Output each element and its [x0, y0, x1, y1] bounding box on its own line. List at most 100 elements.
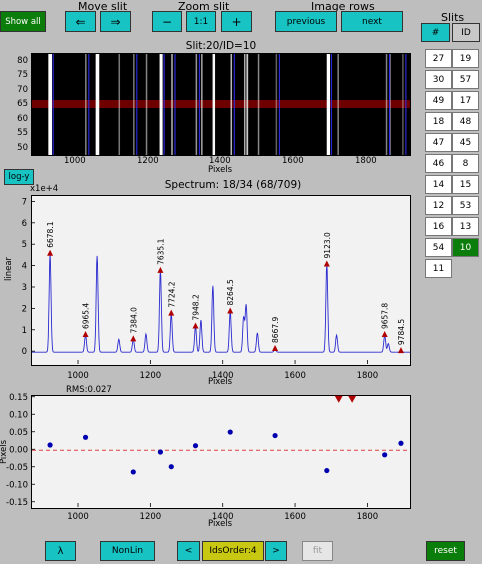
- residuals-x-tick-label: 1400: [212, 512, 234, 522]
- image-emission-line: [389, 54, 391, 155]
- image-x-tick: 1400: [209, 156, 231, 166]
- line-id-label: 8264.5: [226, 279, 235, 305]
- residuals-x-tick-label: 1600: [284, 512, 306, 522]
- ids-order-button[interactable]: IdsOrder:4: [202, 541, 264, 561]
- residual-point: [382, 452, 388, 458]
- residuals-y-tick-label: -0.10: [6, 480, 28, 490]
- slit-cell[interactable]: 46: [425, 154, 452, 173]
- residuals-x-tick-label: 1200: [140, 512, 162, 522]
- residuals-axes: 0.15 0.10 0.05 0.00 -0.05 -0.10 -0.15 1000 1200 1…: [6, 393, 378, 522]
- spectrum-x-tick-label: 1400: [212, 371, 234, 381]
- order-increase-button[interactable]: >: [265, 541, 287, 561]
- line-id-label: 9784.5: [397, 319, 406, 345]
- residual-outlier-marker: [334, 395, 343, 403]
- line-id-marker: [130, 335, 137, 342]
- next-button[interactable]: next: [341, 11, 403, 32]
- slit-cell[interactable]: 54: [425, 238, 452, 257]
- spectrum-x-label: Pixels: [208, 377, 233, 387]
- slit-image-canvas: [32, 54, 410, 155]
- slit-cell[interactable]: 13: [452, 217, 479, 236]
- reset-button[interactable]: reset: [426, 541, 465, 561]
- rms-label: RMS:0.027: [66, 385, 112, 395]
- slit-cell[interactable]: 18: [425, 112, 452, 131]
- residuals-x-tick-label: 1000: [67, 512, 89, 522]
- line-id-marker: [272, 344, 279, 351]
- zoom-out-button[interactable]: −: [152, 11, 182, 32]
- slit-cell[interactable]: 12: [425, 196, 452, 215]
- image-x-tick: 1200: [137, 156, 159, 166]
- order-decrease-button[interactable]: <: [177, 541, 200, 561]
- spectrum-y-tick-label: 4: [22, 262, 27, 272]
- move-right-button[interactable]: ⇒: [100, 11, 131, 32]
- slit-cell[interactable]: 14: [425, 175, 452, 194]
- image-y-tick: 60: [17, 114, 28, 124]
- residual-point: [47, 442, 53, 448]
- spectrum-plot: 6678.1 6965.4 7384.0 7635.1 7724.2 7948.2 8264…: [31, 195, 411, 366]
- spectrum-axes: 0 1 2 3 4 5 6 7 1000 1200 1400 1600 1800: [22, 197, 379, 381]
- spectrum-y-tick-label: 5: [22, 240, 27, 250]
- line-id-label: 6678.1: [46, 221, 55, 247]
- slits-sort-number-button[interactable]: #: [421, 23, 450, 42]
- slit-image-x-axis: 1000 1200 1400 1600 1800 Pixels: [0, 156, 482, 175]
- residuals-y-tick-label: -0.05: [6, 463, 28, 473]
- image-emission-line: [195, 54, 198, 155]
- slit-cell[interactable]: 45: [452, 133, 479, 152]
- slits-sort-id-button[interactable]: ID: [452, 23, 480, 42]
- slit-image-y-axis: 80 75 70 65 60 55 50: [0, 53, 31, 156]
- residual-point: [82, 434, 89, 440]
- zoom-reset-button[interactable]: 1:1: [186, 11, 216, 32]
- image-emission-line: [243, 54, 246, 155]
- line-id-marker: [397, 347, 404, 354]
- residual-point: [192, 443, 199, 449]
- image-emission-line: [402, 54, 404, 155]
- slit-cell[interactable]: 16: [425, 217, 452, 236]
- spectrum-y-tick-label: 3: [22, 283, 27, 293]
- slit-cell[interactable]: 19: [452, 49, 479, 68]
- slit-image: [31, 53, 411, 156]
- spectrum-x-tick-label: 1800: [357, 371, 379, 381]
- spectrum-y-tick-label: 1: [22, 326, 27, 336]
- slit-cell[interactable]: 27: [425, 49, 452, 68]
- slit-cell[interactable]: 30: [425, 70, 452, 89]
- image-emission-line: [48, 54, 53, 155]
- image-emission-line: [275, 54, 278, 155]
- nonlin-button[interactable]: NonLin: [100, 541, 155, 561]
- slit-cell[interactable]: 15: [452, 175, 479, 194]
- line-id-marker: [323, 260, 330, 267]
- residual-point: [272, 432, 278, 439]
- spectrum-x-tick-label: 1000: [67, 371, 89, 381]
- image-x-tick: 1600: [282, 156, 304, 166]
- show-all-button[interactable]: Show all: [0, 11, 46, 32]
- image-x-tick: 1000: [64, 156, 86, 166]
- line-id-marker: [168, 309, 175, 316]
- line-id-label: 9123.0: [323, 232, 332, 258]
- slit-image-title: Slit:20/ID=10: [185, 40, 257, 52]
- lambda-button[interactable]: λ: [45, 541, 76, 561]
- slit-cell[interactable]: 11: [425, 259, 452, 278]
- fit-button[interactable]: fit: [302, 541, 333, 561]
- slit-cell[interactable]: 48: [452, 112, 479, 131]
- log-y-button[interactable]: log-y: [4, 169, 34, 185]
- image-emission-line: [85, 54, 87, 155]
- slit-cell[interactable]: 10: [452, 238, 479, 257]
- image-emission-line: [171, 54, 173, 155]
- slit-cell[interactable]: 47: [425, 133, 452, 152]
- residual-point: [324, 467, 330, 474]
- zoom-in-button[interactable]: +: [221, 11, 252, 32]
- slit-cell[interactable]: 49: [425, 91, 452, 110]
- slit-cell[interactable]: 17: [452, 91, 479, 110]
- slit-cell[interactable]: 8: [452, 154, 479, 173]
- residual-point: [398, 440, 404, 446]
- line-id-marker: [47, 249, 54, 256]
- slit-cell[interactable]: 57: [452, 70, 479, 89]
- residuals-plot: [31, 395, 411, 509]
- slit-cell[interactable]: 53: [452, 196, 479, 215]
- previous-button[interactable]: previous: [275, 11, 337, 32]
- spectrum-y-tick-label: 6: [22, 219, 27, 229]
- image-emission-line: [133, 54, 135, 155]
- image-emission-line: [257, 54, 260, 155]
- move-left-button[interactable]: ⇐: [65, 11, 96, 32]
- zoom-slit-label: Zoom slit: [178, 0, 230, 13]
- residuals-y-tick-label: 0.00: [9, 445, 28, 455]
- image-emission-line: [201, 54, 203, 155]
